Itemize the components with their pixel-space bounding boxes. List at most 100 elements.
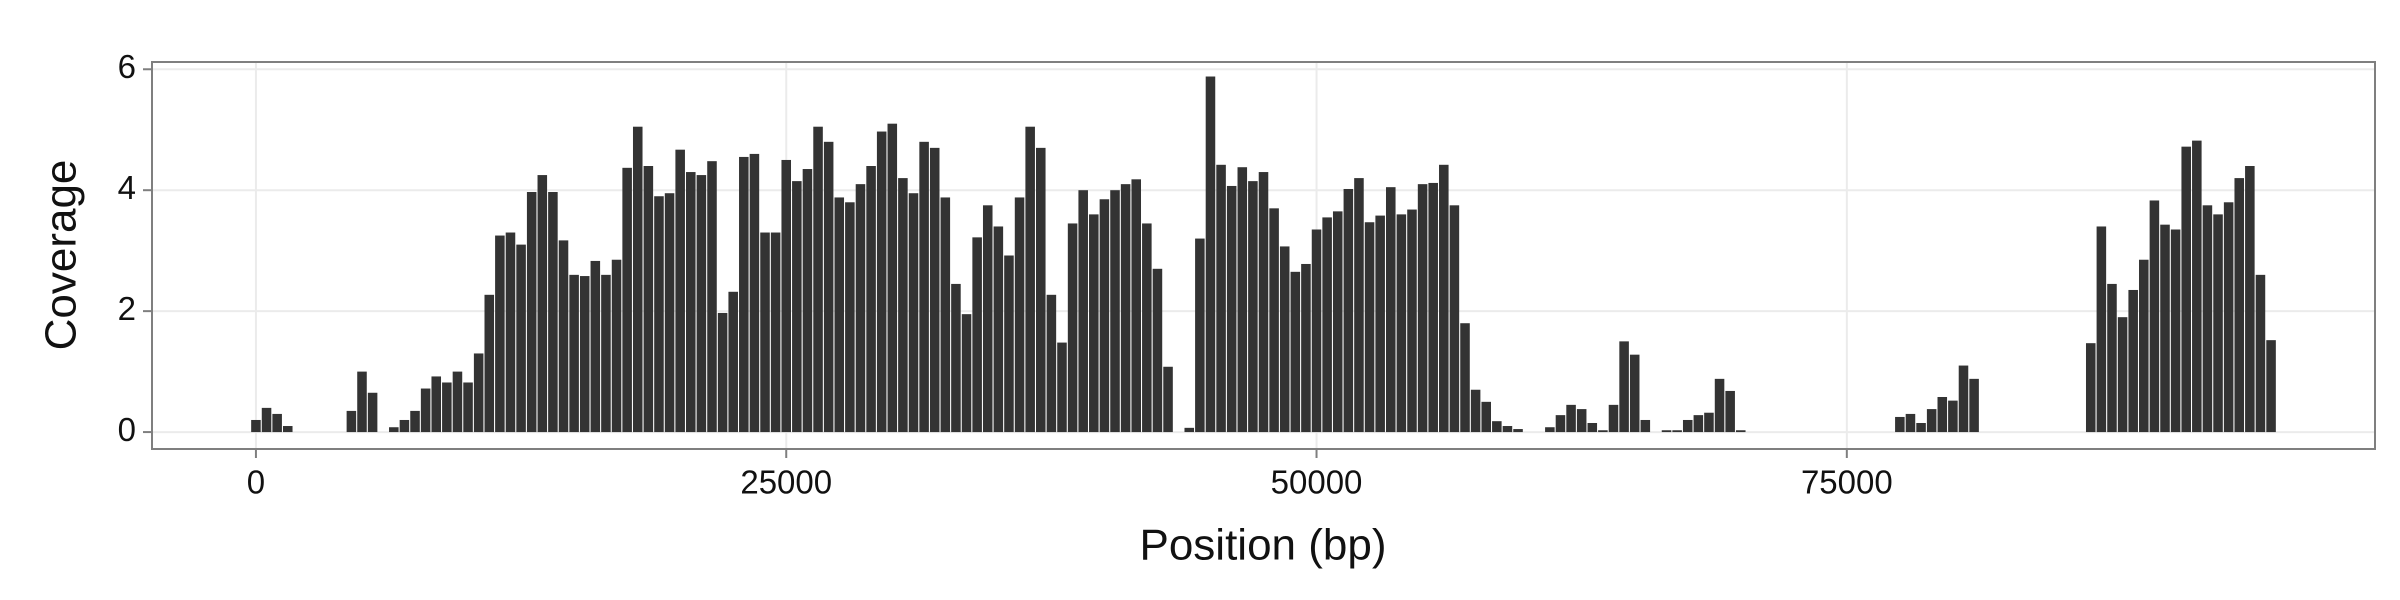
bar <box>1375 215 1385 433</box>
bar <box>1036 147 1046 433</box>
bar <box>632 126 643 433</box>
bar <box>2213 214 2223 433</box>
bar <box>664 193 675 433</box>
bar <box>866 166 876 433</box>
bar <box>1555 415 1566 433</box>
bar <box>569 274 579 433</box>
bar <box>1619 341 1629 433</box>
bar <box>1513 429 1523 433</box>
bar <box>495 235 505 433</box>
bar <box>2234 178 2245 433</box>
bar <box>1311 229 1322 433</box>
bar <box>1407 209 1417 433</box>
bar <box>898 178 908 433</box>
bar <box>367 392 378 433</box>
bar <box>1332 211 1343 433</box>
bar <box>760 232 770 433</box>
bar <box>2085 343 2096 433</box>
bar <box>473 353 484 433</box>
bar <box>1460 323 1470 433</box>
bar <box>463 382 473 433</box>
bar <box>823 141 834 433</box>
bar <box>802 169 813 433</box>
bar <box>1598 430 1608 433</box>
bar <box>1608 404 1619 433</box>
bar <box>1279 246 1290 433</box>
bar <box>876 131 887 433</box>
bar <box>282 426 293 433</box>
bar <box>1704 412 1714 433</box>
bar <box>1004 255 1014 433</box>
bar <box>1099 199 1110 433</box>
bar <box>2117 317 2128 433</box>
bar <box>548 192 558 433</box>
bar <box>728 291 738 433</box>
x-tick-label: 0 <box>247 464 265 501</box>
bar <box>1481 401 1491 433</box>
bar <box>1258 172 1269 433</box>
bar <box>643 166 654 433</box>
bar <box>1905 413 1916 433</box>
bar <box>1195 238 1205 433</box>
bar <box>654 196 664 433</box>
bar <box>622 167 632 433</box>
bar <box>389 427 399 433</box>
bar <box>887 123 898 433</box>
bar <box>2192 140 2202 433</box>
bar <box>1948 400 1958 433</box>
bar <box>2245 166 2255 433</box>
x-tick-label: 25000 <box>740 464 832 501</box>
bar <box>1322 217 1332 433</box>
x-tick-label: 50000 <box>1271 464 1363 501</box>
bar <box>1714 378 1725 433</box>
bar <box>1682 419 1693 433</box>
bar <box>442 382 452 433</box>
bar <box>452 371 463 433</box>
bar <box>1067 223 1078 433</box>
bar <box>717 312 728 433</box>
bar <box>1545 427 1555 433</box>
bar <box>1502 426 1513 433</box>
bar <box>526 192 537 433</box>
bar <box>2181 146 2191 433</box>
bar <box>2128 289 2138 433</box>
bar <box>1152 268 1163 433</box>
bar <box>1248 181 1258 433</box>
y-tick-label: 6 <box>118 48 136 85</box>
bar <box>1385 187 1396 433</box>
bar <box>1926 409 1937 433</box>
bar <box>346 410 357 433</box>
bar <box>1492 421 1502 433</box>
bar <box>590 260 601 433</box>
bar <box>251 419 261 433</box>
bar <box>516 244 526 433</box>
y-tick-label: 0 <box>118 411 136 448</box>
bar <box>1640 419 1651 433</box>
y-axis-title: Coverage <box>37 160 86 351</box>
axes: 0 2 4 6 0 25000 50000 75000 <box>118 48 1893 501</box>
bar <box>2255 274 2266 433</box>
bar <box>1269 208 1279 433</box>
bar <box>1025 126 1035 433</box>
bar <box>2223 202 2234 433</box>
bar <box>1396 214 1407 433</box>
bar <box>601 274 611 433</box>
bar <box>961 314 972 433</box>
bar <box>739 156 749 433</box>
y-tick-label: 4 <box>118 169 136 206</box>
bar <box>1725 390 1735 433</box>
y-tick-label: 2 <box>118 290 136 327</box>
bar <box>675 149 685 433</box>
bar <box>1566 404 1576 433</box>
bar <box>686 172 696 433</box>
bar <box>2266 340 2276 433</box>
bar <box>1672 430 1682 433</box>
bar <box>1142 223 1152 433</box>
bar <box>399 419 410 433</box>
bar <box>1576 409 1587 433</box>
bar <box>431 376 442 433</box>
bar <box>420 388 431 433</box>
bar <box>2096 226 2107 433</box>
